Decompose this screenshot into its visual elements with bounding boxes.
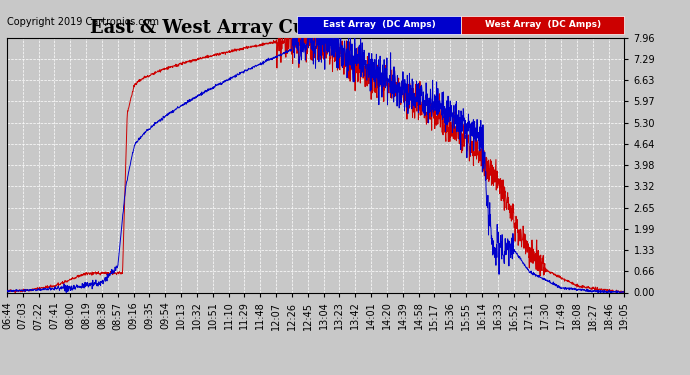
Text: West Array  (DC Amps): West Array (DC Amps) <box>484 20 601 29</box>
Bar <box>461 16 624 34</box>
Text: Copyright 2019 Cartronics.com: Copyright 2019 Cartronics.com <box>7 17 159 27</box>
Bar <box>297 16 461 34</box>
Text: East Array  (DC Amps): East Array (DC Amps) <box>323 20 435 29</box>
Title: East & West Array Current Tue Mar 26 19:17: East & West Array Current Tue Mar 26 19:… <box>90 20 542 38</box>
